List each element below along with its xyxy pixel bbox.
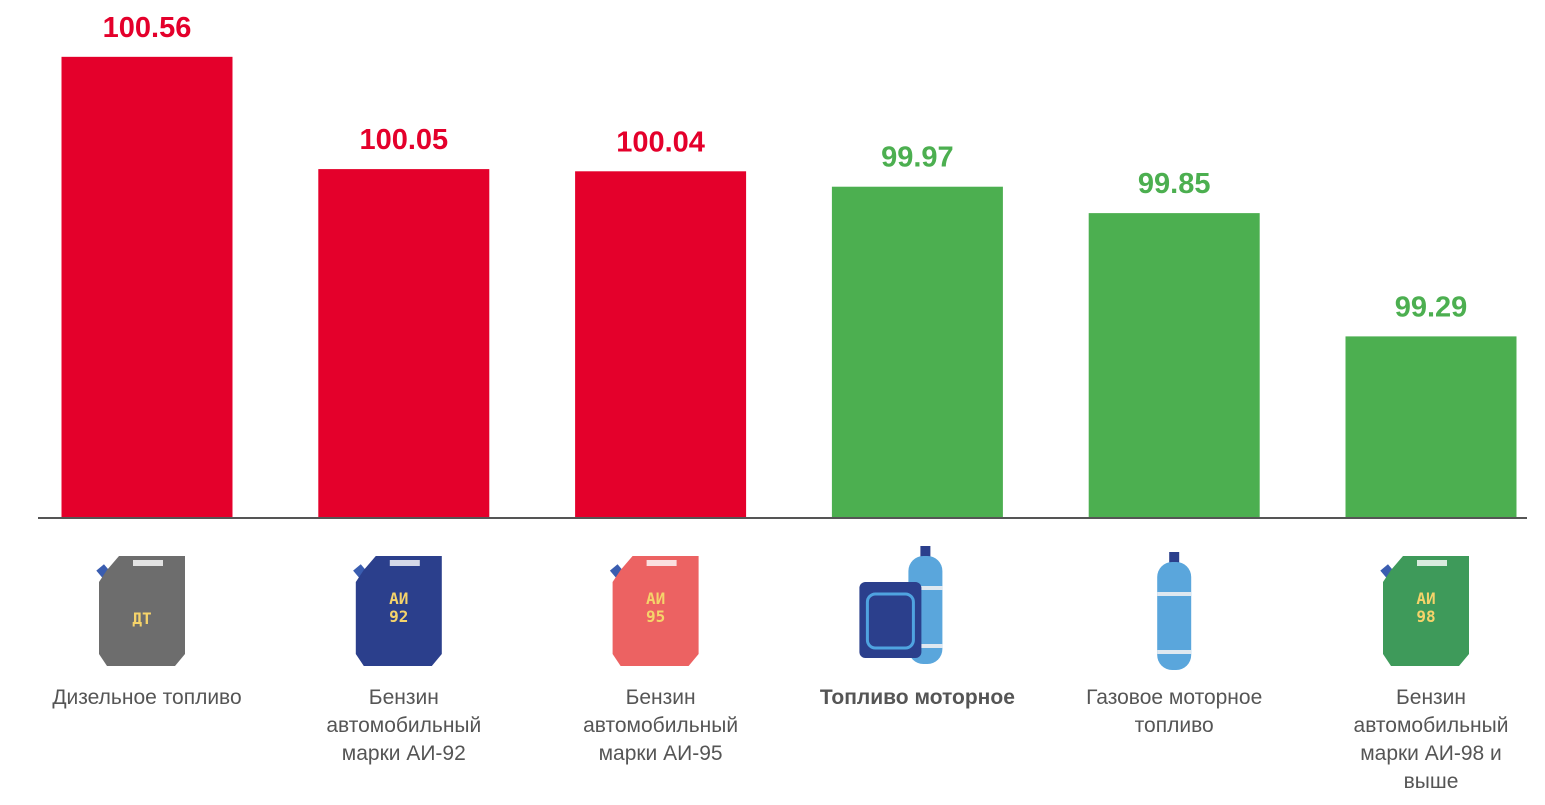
x-tick-label: Газовое моторное топливо bbox=[1086, 686, 1263, 737]
icon-label: 92 bbox=[389, 607, 408, 626]
value-label: 99.97 bbox=[881, 142, 954, 174]
icon-label: 95 bbox=[646, 607, 665, 626]
canister-handle bbox=[389, 560, 420, 566]
canister-body bbox=[612, 556, 699, 666]
bar bbox=[1088, 213, 1260, 518]
x-tick-label: Бензин автомобильный марки АИ-98 и выше bbox=[1353, 686, 1509, 793]
canister-handle bbox=[133, 560, 163, 566]
bar bbox=[61, 56, 233, 518]
x-tick-label: Бензин автомобильный марки АИ-95 bbox=[583, 686, 739, 765]
value-label: 99.29 bbox=[1395, 291, 1468, 323]
x-tick-label: Топливо моторное bbox=[819, 686, 1015, 709]
icon-label: АИ bbox=[646, 589, 665, 608]
canister-body bbox=[355, 556, 442, 666]
cylinder-band bbox=[1157, 650, 1192, 654]
canister-icon: ДТ bbox=[96, 556, 185, 666]
gas-icon bbox=[1157, 552, 1192, 670]
bar bbox=[575, 171, 747, 518]
canister-handle bbox=[1417, 560, 1447, 566]
cylinder-valve bbox=[920, 546, 931, 558]
value-label: 100.05 bbox=[359, 124, 448, 156]
canister-body bbox=[1383, 556, 1469, 666]
x-tick-label: Бензин автомобильный марки АИ-92 bbox=[326, 686, 482, 765]
canister-inner bbox=[865, 592, 915, 650]
canister-body bbox=[859, 582, 922, 658]
cylinder-valve bbox=[1169, 552, 1180, 564]
mixed-icon bbox=[859, 546, 943, 664]
icon-label: ДТ bbox=[132, 609, 151, 628]
value-label: 100.56 bbox=[103, 12, 192, 44]
x-tick-label: Дизельное топливо bbox=[52, 686, 242, 709]
canister-body bbox=[99, 556, 185, 666]
cylinder-body bbox=[1157, 562, 1192, 670]
value-label: 100.04 bbox=[616, 126, 705, 158]
icon-label: АИ bbox=[1416, 589, 1435, 608]
cylinder-band bbox=[1157, 592, 1192, 596]
canister-handle bbox=[646, 560, 677, 566]
icon-label: АИ bbox=[389, 589, 408, 608]
icon-label: 98 bbox=[1416, 607, 1435, 626]
bar bbox=[318, 169, 490, 518]
value-label: 99.85 bbox=[1138, 168, 1211, 200]
cylinder-band bbox=[908, 586, 943, 590]
cylinder-band bbox=[908, 644, 943, 648]
bar bbox=[1345, 336, 1517, 518]
bar bbox=[831, 186, 1003, 518]
